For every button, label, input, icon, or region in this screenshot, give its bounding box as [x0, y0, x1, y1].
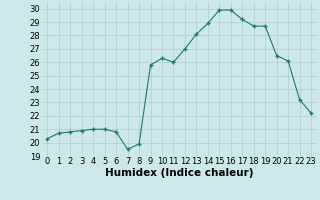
X-axis label: Humidex (Indice chaleur): Humidex (Indice chaleur)	[105, 168, 253, 178]
